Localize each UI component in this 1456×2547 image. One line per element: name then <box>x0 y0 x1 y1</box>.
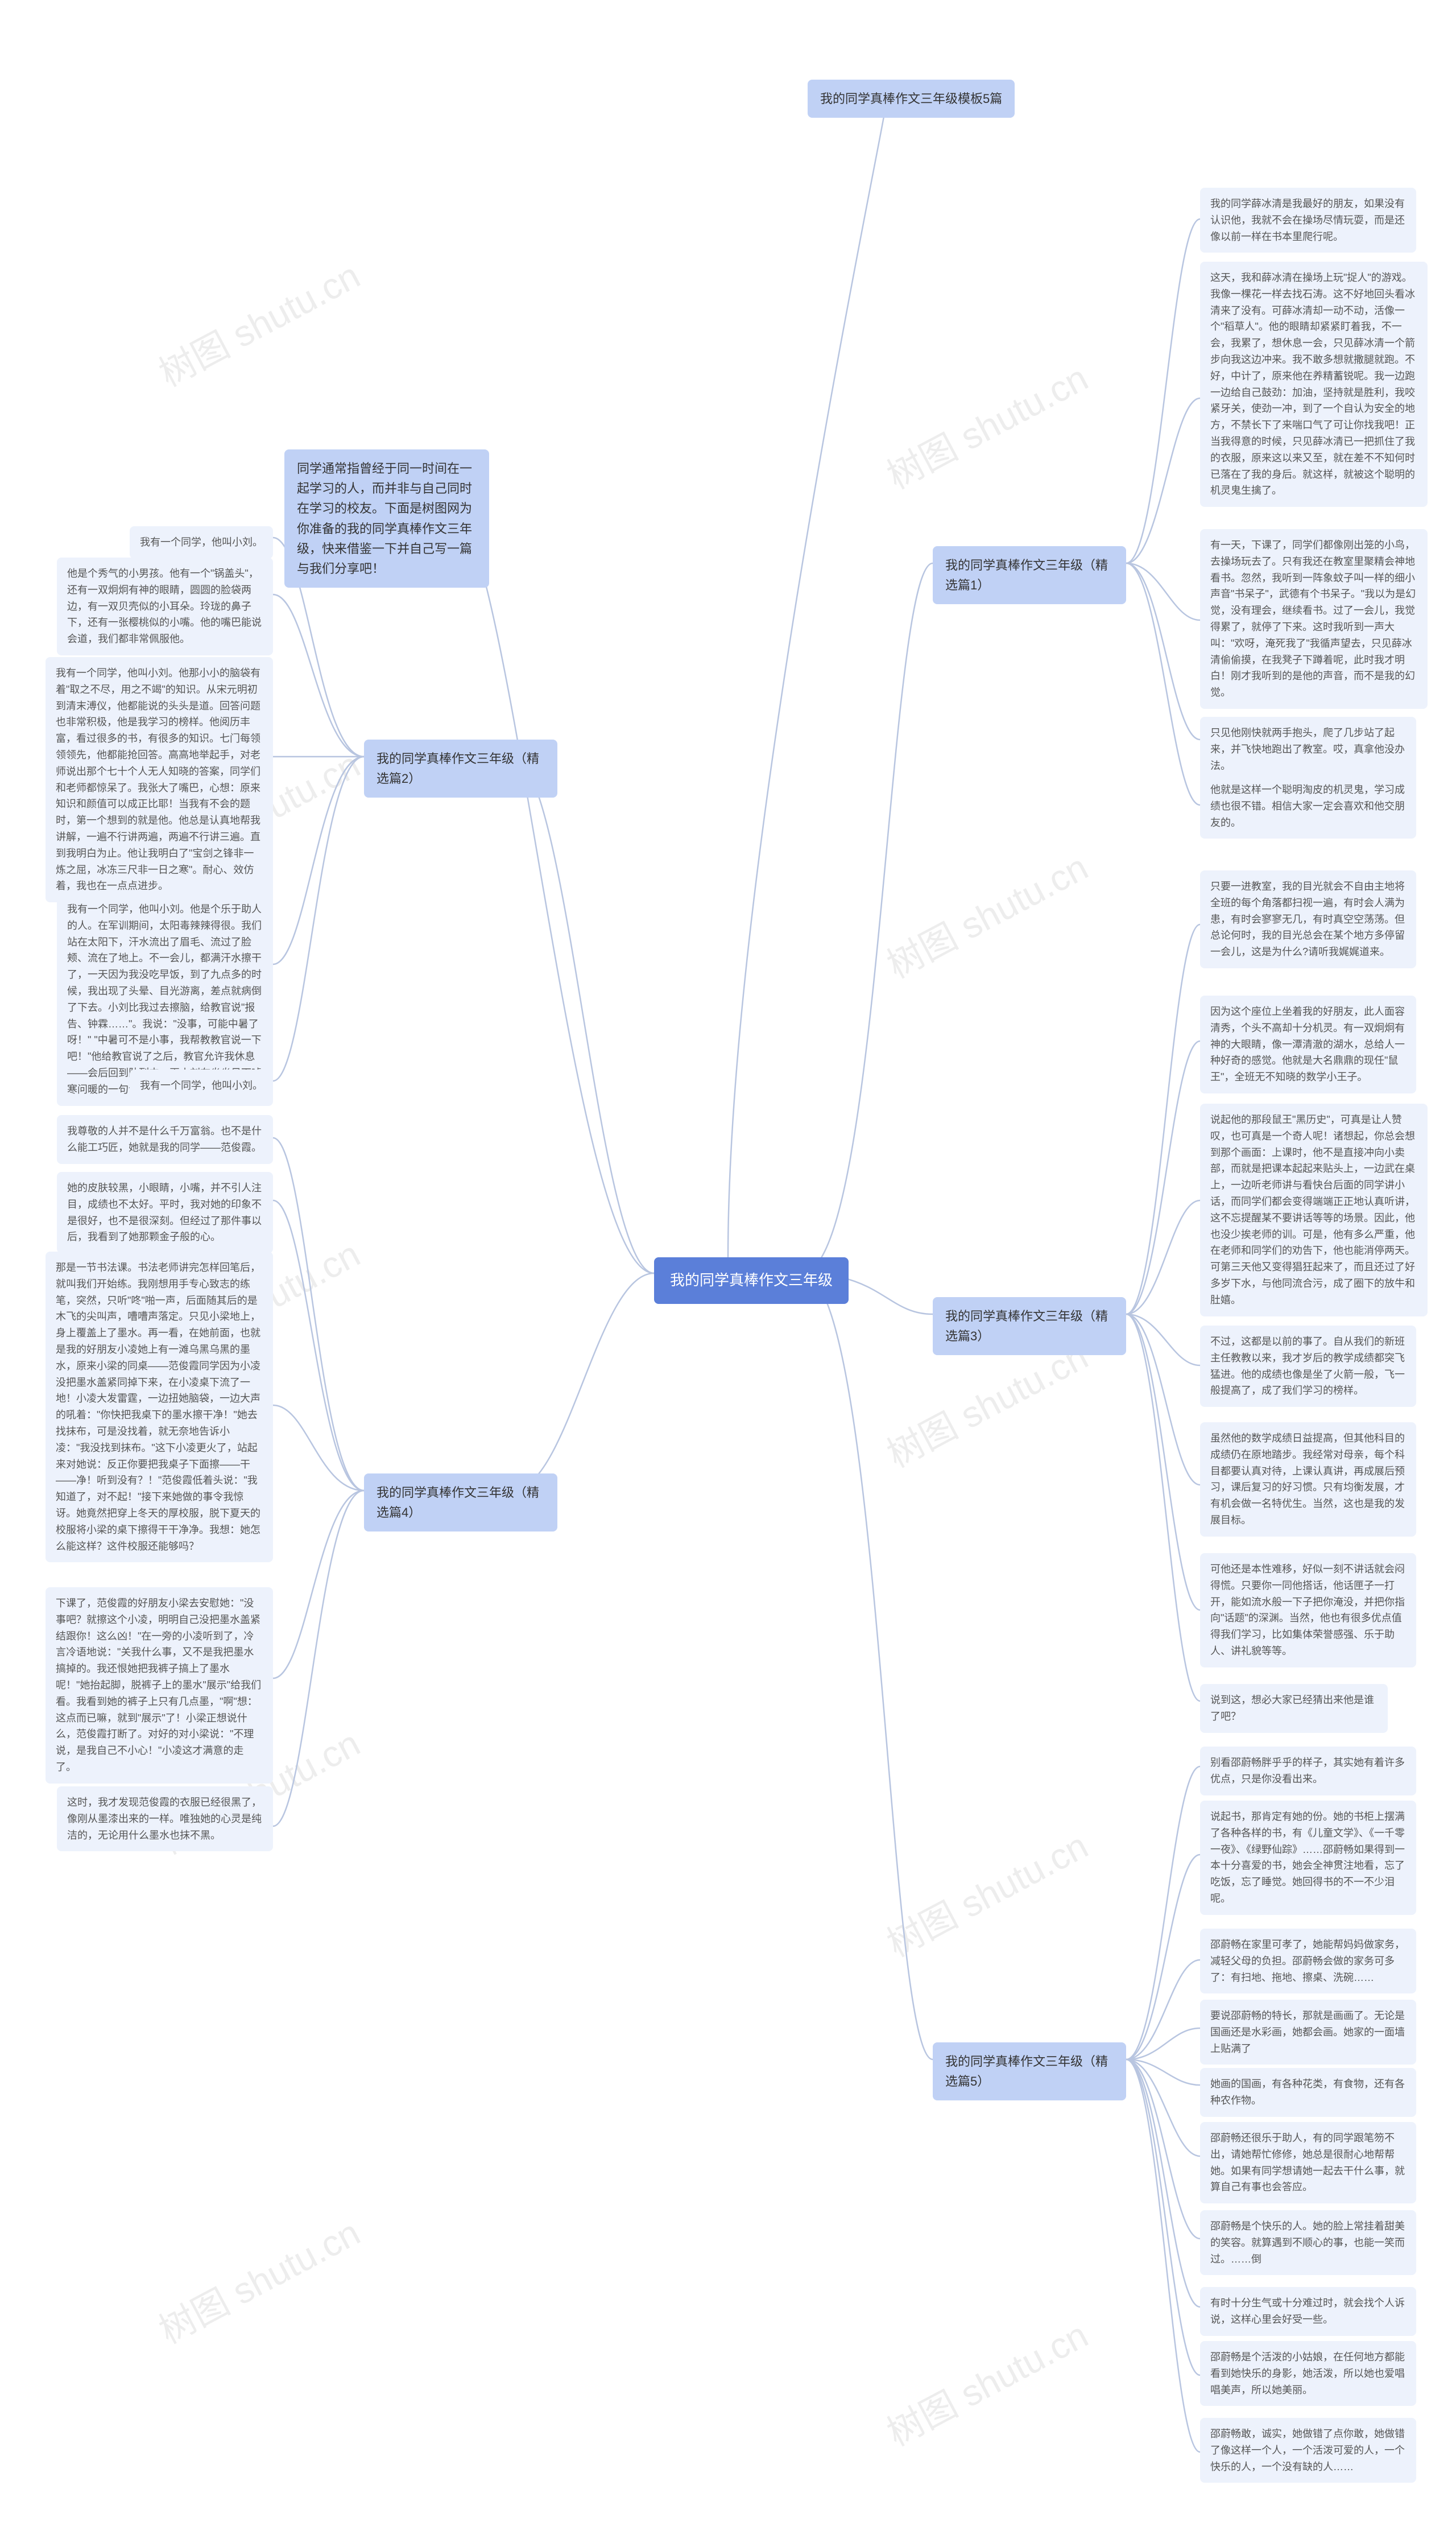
leaf-b1-4: 只见他刚快就两手抱头，爬了几步站了起来，并飞快地跑出了教室。哎，真拿他没办法。 <box>1200 717 1416 782</box>
watermark: 树图 shutu.cn <box>876 839 1096 988</box>
leaf-b3-4: 不过，这都是以前的事了。自从我们的新班主任教教以来，我才岁后的教学成绩都突飞猛进… <box>1200 1326 1416 1407</box>
branch-5: 我的同学真棒作文三年级（精选篇5） <box>933 2042 1126 2100</box>
watermark: 树图 shutu.cn <box>148 247 368 397</box>
leaf-b3-1: 只要一进教室，我的目光就会不自由主地将全班的每个角落都扫视一遍，有时会人满为患，… <box>1200 870 1416 968</box>
leaf-b5-3: 邵蔚畅在家里可孝了，她能帮妈妈做家务，减轻父母的负担。邵蔚畅会做的家务可多了：有… <box>1200 1929 1416 1993</box>
leaf-b2-5: 我有一个同学，他叫小刘。 <box>130 1070 273 1102</box>
leaf-b5-1: 别看邵蔚畅胖乎乎的样子，其实她有着许多优点，只是你没看出来。 <box>1200 1747 1416 1795</box>
leaf-b5-5: 她画的国画，有各种花类，有食物，还有各种农作物。 <box>1200 2068 1416 2117</box>
leaf-b5-6: 邵蔚畅还很乐于助人，有的同学跟笔笏不出，请她帮忙修修，她总是很耐心地帮帮她。如果… <box>1200 2122 1416 2203</box>
leaf-b4-3: 那是一节书法课。书法老师讲完怎样回笔后，就叫我们开始练。我刚想用手专心致志的练笔… <box>46 1252 273 1562</box>
leaf-b4-1: 我尊敬的人并不是什么千万富翁。也不是什么能工巧匠，她就是我的同学——范俊霞。 <box>57 1115 273 1164</box>
leaf-b5-8: 有时十分生气或十分难过时，就会找个人诉说，这样心里会好受一些。 <box>1200 2287 1416 2336</box>
leaf-b3-6: 可他还是本性难移，好似一刻不讲话就会闷得慌。只要你一同他搭话，他话匣子一打开，能… <box>1200 1553 1416 1667</box>
branch-2: 我的同学真棒作文三年级（精选篇2） <box>364 740 557 798</box>
center-node: 我的同学真棒作文三年级 <box>654 1257 849 1304</box>
leaf-b1-3: 有一天，下课了，同学们都像刚出笼的小鸟，去操场玩去了。只有我还在教室里聚精会神地… <box>1200 529 1428 709</box>
leaf-b1-5: 他就是这样一个聪明淘皮的机灵鬼，学习成绩也很不错。相信大家一定会喜欢和他交朋友的… <box>1200 774 1416 839</box>
leaf-b5-9: 邵蔚畅是个活泼的小姑娘，在任何地方都能看到她快乐的身影，她活泼，所以她也爱唱唱美… <box>1200 2341 1416 2406</box>
leaf-b1-2: 这天，我和薛冰清在操场上玩"捉人"的游戏。我像一棵花一样去找石涛。这不好地回头看… <box>1200 262 1428 507</box>
branch-4: 我的同学真棒作文三年级（精选篇4） <box>364 1473 557 1531</box>
leaf-b3-3: 说起他的那段鼠王"黑历史"，可真是让人赞叹，也可真是一个奇人呢！诸想起，你总会想… <box>1200 1104 1428 1316</box>
leaf-b5-2: 说起书，那肯定有她的份。她的书柜上摆满了各种各样的书，有《儿童文学》、《一千零一… <box>1200 1801 1416 1915</box>
branch-3: 我的同学真棒作文三年级（精选篇3） <box>933 1297 1126 1355</box>
leaf-b4-5: 这时，我才发现范俊霞的衣服已经很黑了，像刚从墨漆出来的一样。唯独她的心灵是纯洁的… <box>57 1786 273 1851</box>
leaf-b1-1: 我的同学薛冰清是我最好的朋友，如果没有认识他，我就不会在操场尽情玩耍，而是还像以… <box>1200 188 1416 253</box>
leaf-b5-7: 邵蔚畅是个快乐的人。她的脸上常挂着甜美的笑容。就算遇到不顺心的事，也能一笑而过。… <box>1200 2210 1416 2275</box>
leaf-b4-2: 她的皮肤较黑，小眼睛，小嘴，并不引人注目，成绩也不太好。平时，我对她的印象不是很… <box>57 1172 273 1253</box>
branch-1: 我的同学真棒作文三年级（精选篇1） <box>933 546 1126 604</box>
leaf-b3-7: 说到这，想必大家已经猜出来他是谁了吧？ <box>1200 1684 1388 1733</box>
leaf-b3-5: 虽然他的数学成绩日益提高，但其他科目的成绩仍在原地踏步。我经常对母亲，每个科目都… <box>1200 1422 1416 1537</box>
watermark: 树图 shutu.cn <box>876 1817 1096 1967</box>
intro-node: 同学通常指曾经于同一时间在一起学习的人，而并非与自己同时在学习的校友。下面是树图… <box>284 449 489 588</box>
leaf-b2-2: 他是个秀气的小男孩。他有一个"锅盖头"，还有一双炯炯有神的眼睛，圆圆的脸袋两边，… <box>57 558 273 655</box>
leaf-b2-3: 我有一个同学，他叫小刘。他那小小的脑袋有着"取之不尽，用之不竭"的知识。从宋元明… <box>46 657 273 902</box>
watermark: 树图 shutu.cn <box>876 2306 1096 2456</box>
leaf-b5-10: 邵蔚畅敢，诚实，她做错了点你敢，她做错了像这样一个人，一个活泼可爱的人，一个快乐… <box>1200 2418 1416 2483</box>
watermark: 树图 shutu.cn <box>148 2204 368 2354</box>
watermark: 树图 shutu.cn <box>876 349 1096 499</box>
leaf-b2-1: 我有一个同学，他叫小刘。 <box>130 526 273 559</box>
top-template-node: 我的同学真棒作文三年级模板5篇 <box>808 80 1015 118</box>
leaf-b4-4: 下课了，范俊霞的好朋友小梁去安慰她："没事吧？就擦这个小凌，明明自己没把墨水盖紧… <box>46 1587 273 1784</box>
leaf-b5-4: 要说邵蔚畅的特长，那就是画画了。无论是国画还是水彩画，她都会画。她家的一面墙上贴… <box>1200 2000 1416 2065</box>
leaf-b3-2: 因为这个座位上坐着我的好朋友，此人面容清秀，个头不高却十分机灵。有一双炯炯有神的… <box>1200 996 1416 1093</box>
